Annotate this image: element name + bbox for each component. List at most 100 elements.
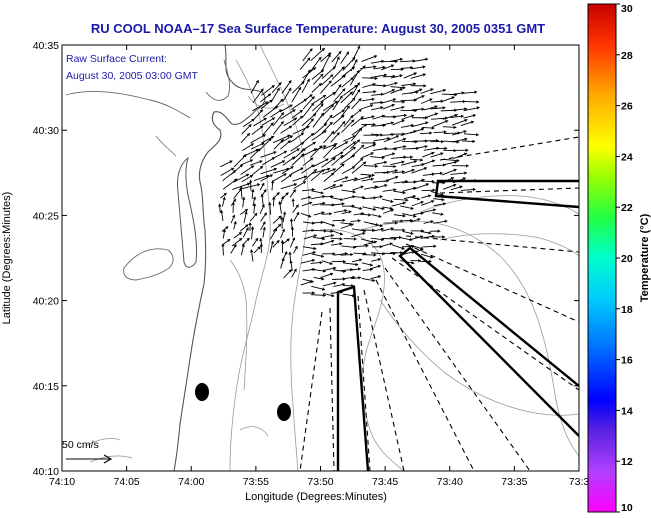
current-vector (343, 97, 356, 110)
current-vector (350, 219, 361, 223)
current-vector (260, 193, 264, 207)
current-vector (310, 47, 326, 61)
current-vector (311, 253, 324, 258)
current-vector (300, 258, 315, 264)
current-vector (250, 226, 255, 240)
current-vector (262, 226, 266, 238)
x-tick-label: 74:00 (178, 476, 204, 488)
current-vector (331, 66, 345, 80)
current-vector (311, 201, 326, 206)
current-vector (380, 98, 397, 104)
current-vector (411, 166, 428, 174)
current-vector (239, 186, 243, 199)
current-vector (330, 290, 344, 294)
current-vector (233, 153, 247, 168)
current-vector (301, 118, 315, 133)
x-tick-label: 73:45 (372, 476, 398, 488)
current-vector (310, 168, 325, 182)
current-vector (343, 114, 354, 128)
current-vector (349, 139, 361, 150)
current-vector (281, 104, 293, 112)
current-vector (360, 173, 375, 177)
current-vector (401, 123, 414, 128)
current-vector (289, 260, 293, 271)
current-vector (372, 114, 385, 120)
current-vector (421, 188, 436, 192)
current-vector (403, 194, 416, 200)
current-vector (321, 221, 335, 227)
current-vector (402, 230, 414, 235)
current-vector (261, 135, 275, 144)
current-vector (302, 291, 315, 295)
current-vector (333, 141, 349, 150)
current-vector (400, 155, 413, 159)
current-vector (393, 137, 407, 144)
current-vector (252, 203, 257, 214)
current-vector (421, 194, 432, 199)
current-vector (410, 127, 425, 134)
current-vector (332, 218, 346, 223)
current-vector (313, 122, 328, 136)
current-vector (390, 160, 405, 166)
legend-line-1: Raw Surface Current: (66, 53, 167, 65)
current-vector (322, 281, 337, 287)
current-vector (321, 65, 337, 79)
current-vector (292, 204, 299, 213)
current-vector (252, 196, 257, 206)
coastline (173, 45, 266, 471)
current-vector (410, 258, 421, 263)
current-vector (442, 113, 458, 120)
current-vector (293, 180, 307, 189)
current-vector (443, 158, 460, 163)
current-vector (242, 227, 249, 238)
inlet-line-2 (205, 59, 231, 101)
current-vector (342, 56, 356, 71)
current-vector (321, 212, 332, 216)
current-vector (283, 148, 300, 159)
colorbar-label: Temperature (°C) (639, 213, 651, 302)
current-vector (323, 266, 337, 271)
current-vector (262, 117, 276, 126)
current-vector (400, 260, 415, 265)
current-vector (341, 189, 356, 194)
current-vector (351, 123, 368, 136)
current-vector (411, 235, 424, 240)
current-vector (221, 196, 226, 207)
colorbar-tick-label: 30 (621, 3, 633, 15)
current-vector (420, 131, 433, 135)
current-vector (310, 293, 326, 298)
current-vector (433, 197, 445, 202)
current-vector (262, 105, 279, 118)
current-vector (331, 151, 344, 160)
current-vector (291, 268, 297, 278)
current-vector (340, 146, 356, 159)
current-vector (281, 238, 290, 245)
current-vector (312, 167, 331, 174)
current-vector (363, 143, 376, 150)
beam-outlines (336, 179, 579, 471)
current-vector (311, 82, 322, 93)
map-plot-area (62, 45, 579, 471)
current-vector (291, 80, 305, 94)
x-tick-label: 73:40 (437, 476, 463, 488)
current-vector (251, 125, 264, 135)
current-vector (251, 165, 264, 176)
colorbar-tick-label: 26 (621, 101, 633, 113)
current-vector (290, 237, 296, 248)
current-vector (373, 160, 388, 165)
current-vector (322, 142, 338, 150)
plot-background (62, 45, 579, 471)
current-vector (302, 246, 317, 251)
current-vector (272, 150, 288, 160)
current-vector (430, 229, 441, 233)
current-vector (412, 211, 424, 216)
current-vector (380, 64, 395, 71)
current-vector (452, 130, 467, 136)
current-vector (280, 257, 285, 269)
current-vector (451, 148, 469, 152)
current-vector (450, 185, 463, 191)
current-vector (220, 210, 224, 222)
current-vector (253, 109, 264, 120)
current-vector (360, 104, 374, 110)
current-vector (373, 136, 391, 142)
